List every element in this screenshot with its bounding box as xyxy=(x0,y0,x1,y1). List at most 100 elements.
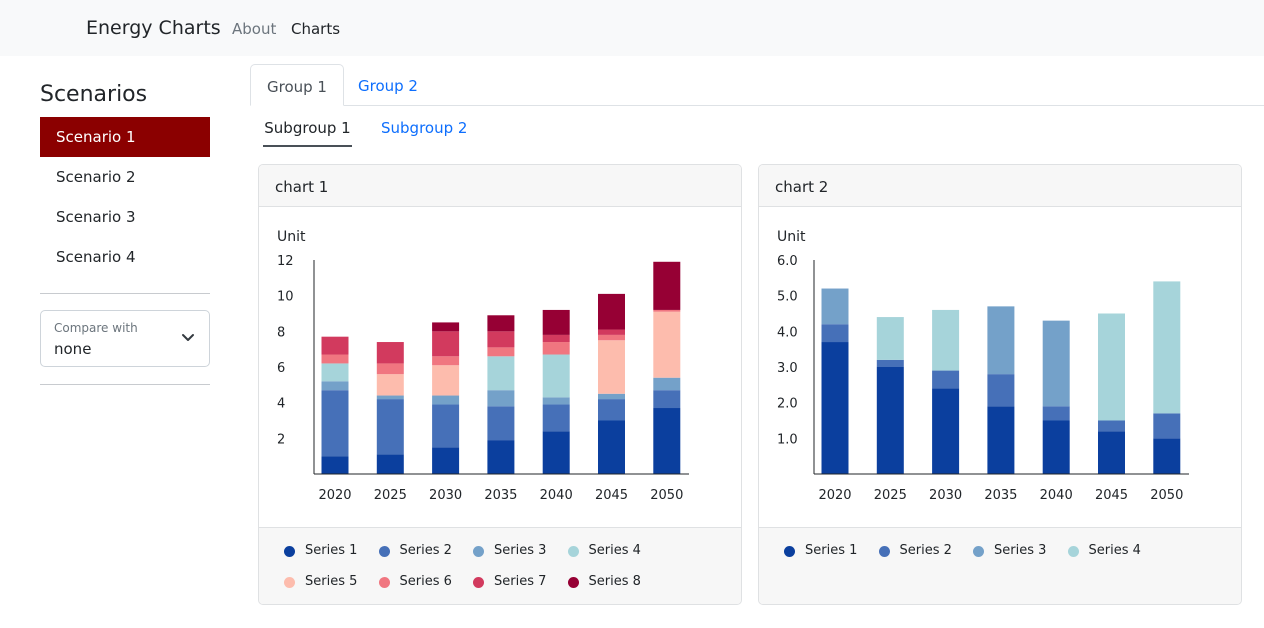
y-tick-label: 1.0 xyxy=(777,432,798,447)
x-tick-label: 2030 xyxy=(429,488,462,503)
y-tick-label: 8 xyxy=(277,325,285,340)
bar-2035-series-1 xyxy=(487,440,515,474)
legend-marker xyxy=(284,546,295,557)
legend-label: Series 8 xyxy=(588,574,641,589)
legend-marker xyxy=(473,546,484,557)
navbar: Energy Charts About Charts xyxy=(0,0,1264,56)
bar-2045-series-4 xyxy=(1098,313,1125,421)
bar-2035-series-6 xyxy=(487,347,515,357)
bar-2035-series-2 xyxy=(487,406,515,441)
legend-label: Series 3 xyxy=(494,543,547,558)
y-tick-label: 4 xyxy=(277,397,285,412)
x-tick-label: 2035 xyxy=(984,488,1017,503)
y-tick-label: 4.0 xyxy=(777,325,798,340)
tabs-divider xyxy=(250,105,1264,106)
nav-charts-link[interactable]: Charts xyxy=(291,20,341,38)
bar-2050-series-5 xyxy=(653,311,681,378)
legend-label: Series 1 xyxy=(805,543,858,558)
chart-1-title: chart 1 xyxy=(259,165,741,207)
y-tick-label: 5.0 xyxy=(777,290,798,305)
bar-2040-series-7 xyxy=(542,334,570,343)
nav-about-link[interactable]: About xyxy=(232,20,277,38)
bar-2020-series-1 xyxy=(821,342,849,474)
y-tick-label: 10 xyxy=(277,290,294,305)
tab-group-2[interactable]: Group 2 xyxy=(358,77,418,95)
y-tick-label: 6 xyxy=(277,361,285,376)
y-tick-label: 12 xyxy=(277,254,294,269)
legend-label: Series 4 xyxy=(588,543,641,558)
legend-marker xyxy=(378,577,390,588)
x-tick-label: 2025 xyxy=(374,488,407,503)
legend-marker xyxy=(567,546,579,557)
bar-2020-series-1 xyxy=(321,456,349,474)
legend-label: Series 5 xyxy=(305,574,358,589)
x-tick-label: 2020 xyxy=(818,488,851,503)
bar-2045-series-1 xyxy=(598,420,625,474)
subtab-subgroup-1[interactable]: Subgroup 1 xyxy=(263,117,352,147)
chart-card-1: chart 1 Unit 2020 2025 2030 2035 2040 2045 2050… xyxy=(258,164,742,605)
x-tick-label: 2030 xyxy=(929,488,962,503)
legend-label: Series 6 xyxy=(399,574,452,589)
bar-2025-series-2 xyxy=(876,359,904,367)
bar-2025-series-5 xyxy=(376,374,404,396)
bar-2040-series-1 xyxy=(542,431,570,474)
bar-2030-series-8 xyxy=(432,322,460,332)
bar-2045-series-7 xyxy=(598,329,625,335)
x-tick-label: 2020 xyxy=(318,488,351,503)
bar-2035-series-7 xyxy=(487,331,515,348)
sidebar-item-scenario-1[interactable]: Scenario 1 xyxy=(40,117,210,157)
chevron-down-icon xyxy=(182,334,194,341)
x-tick-label: 2040 xyxy=(1040,488,1073,503)
legend-marker xyxy=(878,546,890,557)
bar-2035-series-3 xyxy=(987,306,1015,375)
legend-marker xyxy=(784,546,795,557)
legend-label: Series 2 xyxy=(899,543,952,558)
bar-2020-series-3 xyxy=(321,381,349,391)
bar-2045-series-2 xyxy=(598,399,625,421)
legend-label: Series 1 xyxy=(305,543,358,558)
x-tick-label: 2050 xyxy=(1150,488,1183,503)
bar-2030-series-2 xyxy=(932,370,960,389)
bar-2030-series-2 xyxy=(432,404,460,448)
subtab-subgroup-2[interactable]: Subgroup 2 xyxy=(381,119,468,137)
bar-2050-series-8 xyxy=(653,261,681,310)
bar-2020-series-2 xyxy=(821,324,849,343)
bar-2035-series-1 xyxy=(987,406,1015,474)
bar-2050-series-4 xyxy=(1153,281,1181,414)
bar-2040-series-2 xyxy=(1042,406,1070,421)
bar-2030-series-5 xyxy=(432,365,460,396)
legend-marker xyxy=(284,577,295,588)
y-tick-label: 3.0 xyxy=(777,361,798,376)
sidebar-item-scenario-2[interactable]: Scenario 2 xyxy=(56,168,136,186)
x-tick-label: 2050 xyxy=(650,488,683,503)
sidebar-item-scenario-3[interactable]: Scenario 3 xyxy=(56,208,136,226)
tab-group-1[interactable]: Group 1 xyxy=(250,64,344,106)
bar-2050-series-3 xyxy=(653,377,681,391)
bar-2030-series-4 xyxy=(932,309,960,371)
brand-link[interactable]: Energy Charts xyxy=(86,17,221,39)
bar-2025-series-1 xyxy=(876,367,904,474)
y-axis-title: Unit xyxy=(777,229,806,245)
sidebar-item-scenario-4[interactable]: Scenario 4 xyxy=(56,248,136,266)
bar-2040-series-3 xyxy=(542,397,570,405)
bar-2045-series-2 xyxy=(1098,420,1125,432)
chart-card-2: chart 2 Unit 2020 2025 2030 2035 2040 2045 2050… xyxy=(758,164,1242,605)
compare-select[interactable]: Compare with none xyxy=(40,310,210,367)
bar-2025-series-4 xyxy=(876,317,904,360)
bar-2045-series-6 xyxy=(598,334,625,341)
chart-2-legend: Series 1 Series 2 Series 3 Series 4 xyxy=(759,527,1241,604)
bar-2020-series-2 xyxy=(321,390,349,457)
bar-2050-series-6 xyxy=(653,309,681,312)
legend-label: Series 2 xyxy=(399,543,452,558)
sidebar-divider-bottom xyxy=(40,384,210,385)
bar-2030-series-6 xyxy=(432,356,460,366)
bar-2040-series-8 xyxy=(542,309,570,335)
bar-2020-series-3 xyxy=(821,288,849,325)
y-tick-label: 6.0 xyxy=(777,254,798,269)
legend-marker xyxy=(973,546,984,557)
legend-marker xyxy=(567,577,579,588)
legend-label: Series 7 xyxy=(494,574,547,589)
chart-1-legend: Series 1 Series 2 Series 3 Series 4 Series 5… xyxy=(259,527,741,604)
bar-2040-series-1 xyxy=(1042,420,1070,474)
bar-2050-series-1 xyxy=(1153,438,1181,474)
